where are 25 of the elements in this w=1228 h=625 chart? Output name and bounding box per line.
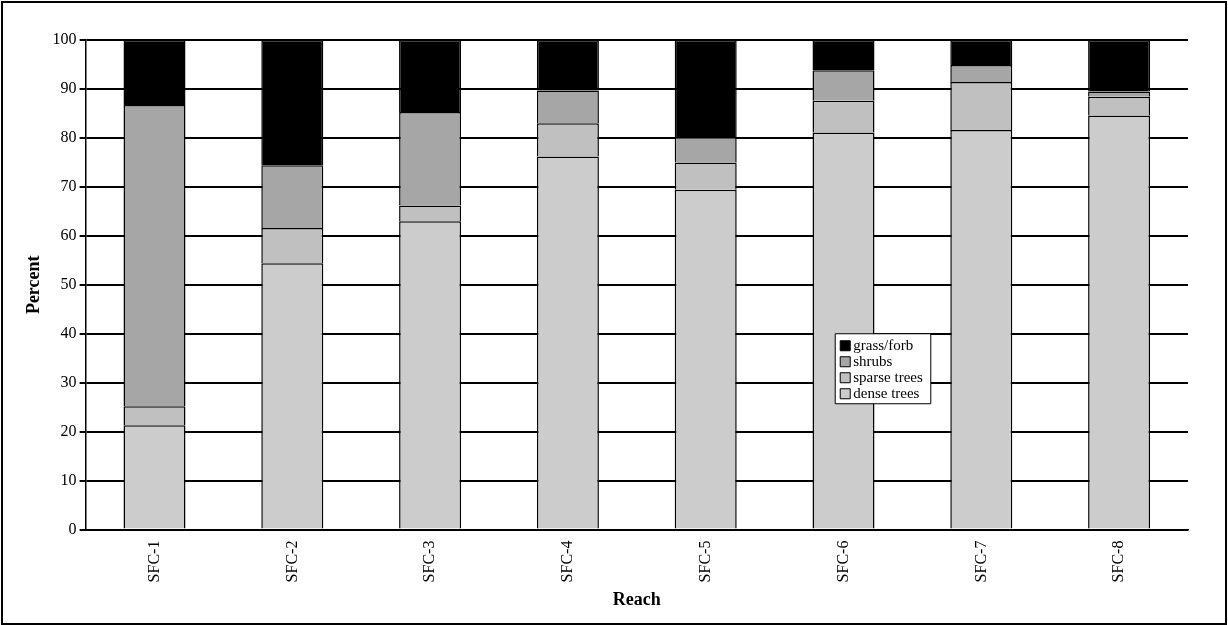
y-tick-label: 100 <box>52 30 77 48</box>
legend-label: dense trees <box>853 384 920 401</box>
y-tick-label: 40 <box>60 323 77 341</box>
x-tick-label: SFC-1 <box>144 540 162 583</box>
y-tick-label: 0 <box>68 519 77 537</box>
x-tick-label: SFC-5 <box>695 540 713 583</box>
y-tick-label: 60 <box>60 226 77 244</box>
x-tick-label: SFC-3 <box>420 540 438 583</box>
legend-label: shrubs <box>853 352 893 369</box>
x-tick-label: SFC-4 <box>558 540 576 583</box>
x-tick-label: SFC-8 <box>1109 540 1127 583</box>
y-tick-label: 10 <box>60 470 77 488</box>
x-tick-label: SFC-6 <box>833 540 851 583</box>
y-tick-label: 20 <box>60 421 77 439</box>
y-axis-title: Percent <box>23 255 44 315</box>
x-tick-label: SFC-2 <box>282 540 300 583</box>
y-tick-label: 50 <box>60 275 77 292</box>
y-tick-label: 80 <box>60 128 77 146</box>
y-tick-label: 70 <box>60 177 77 195</box>
x-axis-title: Reach <box>612 588 661 609</box>
legend-label: sparse trees <box>853 368 923 385</box>
y-tick-label: 30 <box>60 372 77 390</box>
y-tick-label: 90 <box>60 79 77 97</box>
legend-label: grass/forb <box>853 336 914 353</box>
x-tick-label: SFC-7 <box>971 540 989 583</box>
